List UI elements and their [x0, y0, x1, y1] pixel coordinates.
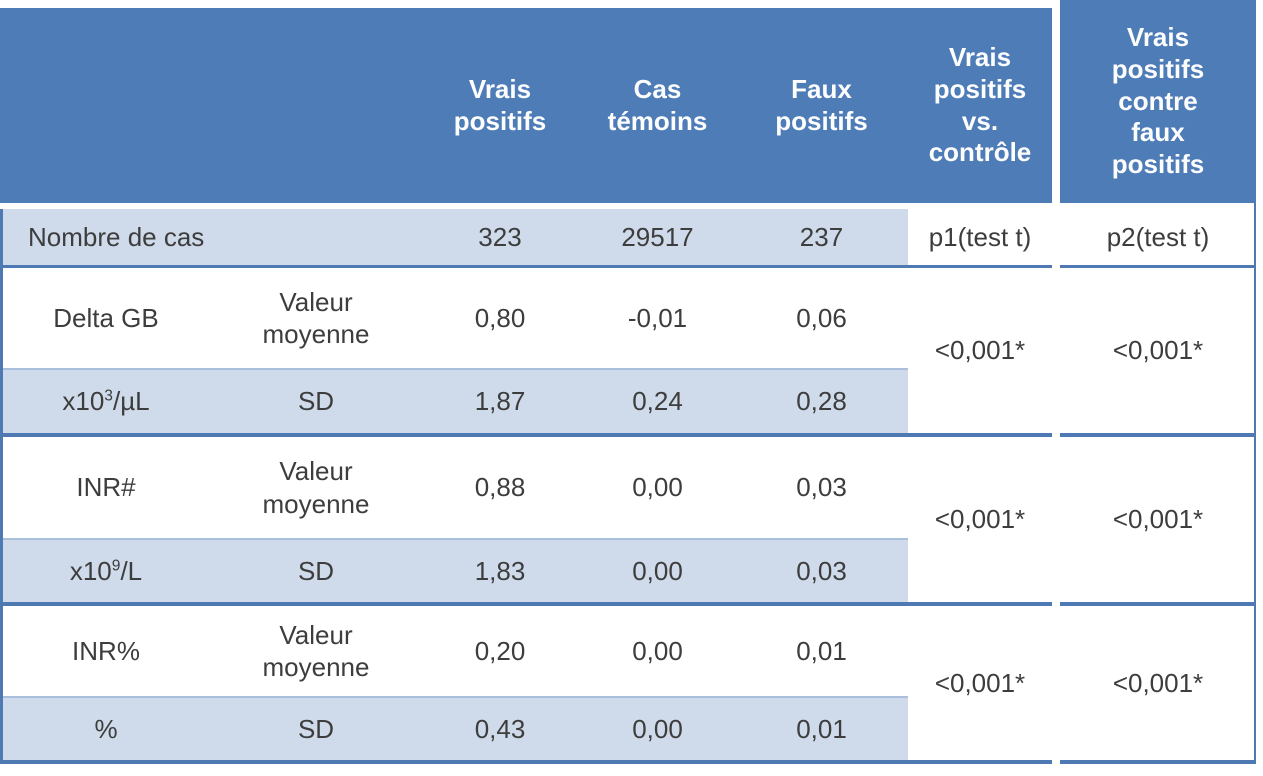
table-header-band: [0, 8, 1052, 203]
group1-sd-faux: 0,28: [735, 370, 908, 433]
header-label: Cas témoins: [607, 73, 708, 136]
group-separator: [1060, 602, 1256, 606]
table-left-border: [0, 209, 3, 764]
group1-unit: x103/µL: [0, 370, 212, 433]
group1-sd-vrais: 1,87: [420, 370, 580, 433]
header-cell-vp-vs-controle: Vrais positifs vs. contrôle: [908, 8, 1052, 203]
group1-sd-label: SD: [212, 370, 420, 433]
group2-sd-label: SD: [212, 540, 420, 602]
header-cell-vp-contre-fp: Vrais positifs contre faux positifs: [1060, 0, 1256, 203]
group1-mean-label: Valeur moyenne: [262, 286, 370, 350]
group-separator: [0, 602, 1052, 606]
group2-mean-temoins: 0,00: [632, 472, 683, 503]
counts-cas-temoins: 29517: [580, 209, 735, 265]
group1-mean-vrais: 0,80: [474, 302, 526, 333]
group-separator: [1060, 265, 1256, 268]
group2-sd-faux: 0,03: [735, 540, 908, 602]
group2-sd-temoins: 0,00: [580, 540, 735, 602]
table-bottom-border: [1060, 760, 1256, 764]
group3-p2-value: <0,001*: [1112, 667, 1204, 698]
group3-sd-label: SD: [212, 698, 420, 760]
group1-name: Delta GB: [53, 302, 159, 333]
group3-sd-temoins: 0,00: [580, 698, 735, 760]
counts-row-label: Nombre de cas: [0, 209, 420, 265]
group3-p1-value: <0,001*: [934, 667, 1026, 698]
counts-p2-label: p2(test t): [1106, 221, 1210, 252]
group3-mean-temoins: 0,00: [632, 635, 683, 666]
group3-unit: %: [0, 698, 212, 760]
table-bottom-border: [0, 760, 1052, 764]
group3-mean-vrais: 0,20: [474, 635, 526, 666]
group2-p2-value: <0,001*: [1112, 504, 1204, 535]
group2-mean-label: Valeur moyenne: [262, 456, 370, 519]
group1-mean-temoins: -0,01: [627, 302, 688, 333]
counts-faux-positifs: 237: [735, 209, 908, 265]
group3-name: INR%: [72, 635, 140, 666]
group3-mean-label: Valeur moyenne: [262, 619, 370, 683]
header-cell-vrais-positifs: Vrais positifs: [420, 8, 580, 203]
group3-sd-vrais: 0,43: [420, 698, 580, 760]
row-divider: [0, 368, 908, 370]
table-right-border: [1253, 203, 1256, 764]
header-label: Vrais positifs vs. contrôle: [928, 42, 1032, 168]
group2-mean-vrais: 0,88: [474, 472, 526, 503]
group2-mean-faux: 0,03: [796, 472, 847, 503]
group1-sd-temoins: 0,24: [580, 370, 735, 433]
group1-p1-value: <0,001*: [934, 335, 1026, 366]
header-cell-cas-temoins: Cas témoins: [580, 8, 735, 203]
group2-name: INR#: [76, 472, 136, 503]
header-label: Faux positifs: [775, 73, 868, 136]
group3-sd-faux: 0,01: [735, 698, 908, 760]
group-separator: [0, 265, 1052, 268]
group2-sd-vrais: 1,83: [420, 540, 580, 602]
group1-mean-faux: 0,06: [796, 302, 847, 333]
row-divider: [0, 696, 908, 698]
row-divider: [0, 538, 908, 540]
counts-vrais-positifs: 323: [420, 209, 580, 265]
group1-p2-value: <0,001*: [1112, 335, 1204, 366]
results-table: Vrais positifs Cas témoins Faux positifs…: [0, 0, 1256, 764]
header-cell-faux-positifs: Faux positifs: [735, 8, 908, 203]
group2-p1-value: <0,001*: [934, 504, 1026, 535]
group3-mean-faux: 0,01: [796, 635, 847, 666]
counts-p1-label: p1(test t): [928, 221, 1032, 252]
group2-unit: x109/L: [0, 540, 212, 602]
group-separator: [0, 433, 1052, 437]
header-label: Vrais positifs: [453, 73, 547, 136]
header-label: Vrais positifs contre faux positifs: [1111, 22, 1205, 180]
group-separator: [1060, 433, 1256, 437]
